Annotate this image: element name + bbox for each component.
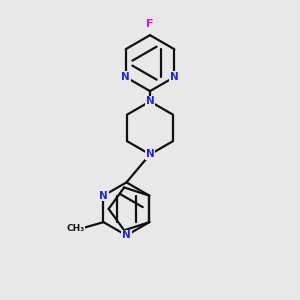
Text: N: N [146,149,154,159]
Text: F: F [146,19,154,29]
Text: N: N [99,190,108,201]
Text: N: N [122,230,131,240]
Text: N: N [146,96,154,106]
Text: CH₃: CH₃ [66,224,85,232]
Text: N: N [122,72,130,82]
Text: N: N [170,72,178,82]
